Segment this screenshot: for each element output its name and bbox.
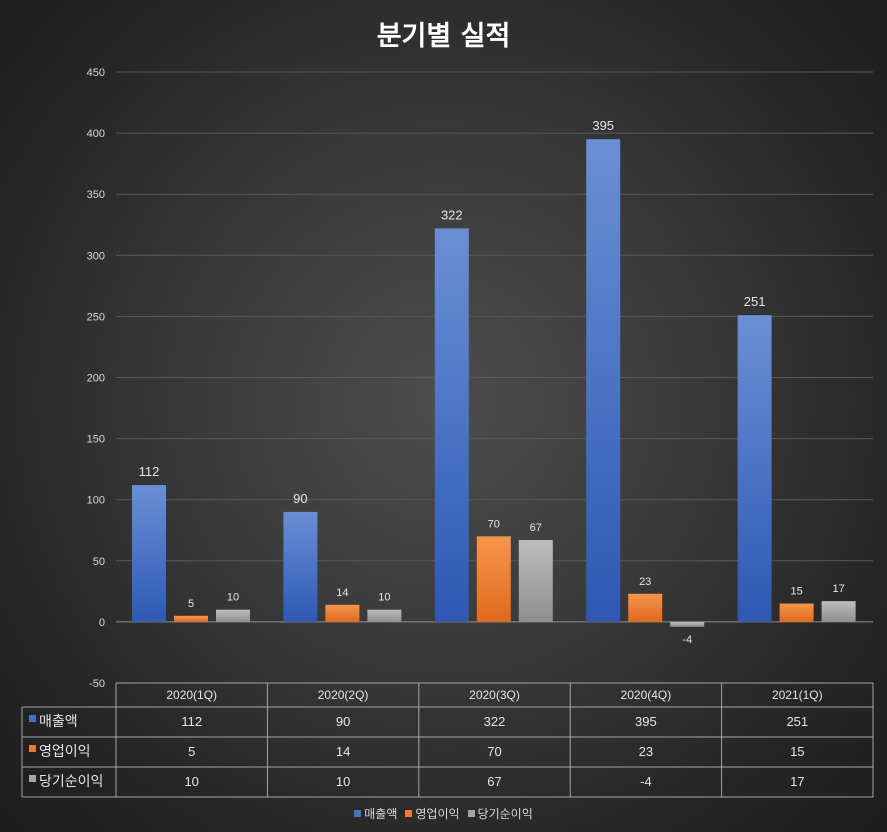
data-label: 90 (293, 491, 307, 506)
x-tick-label: 2020(4Q) (621, 688, 672, 702)
x-tick-label: 2020(1Q) (166, 688, 217, 702)
bar (670, 621, 705, 627)
table-cell: 10 (336, 774, 350, 789)
bar (737, 315, 772, 622)
y-tick-label: 150 (87, 434, 105, 446)
legend-swatch (467, 810, 475, 817)
table-cell: 251 (786, 714, 808, 729)
series-name: 영업이익 (39, 744, 91, 760)
y-tick-label: 0 (99, 617, 105, 629)
legend-label: 영업이익 (415, 807, 460, 821)
table-cell: 23 (639, 744, 653, 759)
bar (821, 601, 856, 622)
bar (434, 228, 469, 622)
legend-label: 당기순이익 (477, 807, 533, 821)
x-tick-label: 2020(3Q) (469, 688, 520, 702)
table-cell: 10 (184, 774, 198, 789)
legend-key (29, 745, 36, 752)
chart-title: 분기별 실적 (376, 21, 511, 52)
bar (476, 536, 511, 622)
data-labels: 112 5 10 90 14 10 322 70 67 395 23 -4 251 15 17 (139, 118, 845, 646)
bar (283, 511, 318, 622)
bar (174, 615, 208, 622)
table-cell: 112 (181, 714, 202, 729)
x-tick-label: 2020(2Q) (318, 688, 369, 702)
data-label: 112 (139, 464, 160, 479)
data-label: 10 (227, 592, 239, 604)
y-tick-label: -50 (89, 678, 105, 690)
series-name: 매출액 (39, 714, 78, 730)
data-label: 251 (744, 294, 766, 309)
table-cell: 67 (487, 774, 501, 789)
table-cell: 17 (790, 774, 804, 789)
y-tick-label: 200 (87, 373, 105, 385)
x-tick-label: 2021(1Q) (772, 688, 823, 702)
y-tick-label: 300 (87, 250, 105, 262)
table-cell: 395 (635, 714, 657, 729)
bar (367, 609, 402, 622)
data-label: 395 (592, 118, 614, 133)
data-label: 322 (441, 207, 463, 222)
legend-label: 매출액 (364, 807, 398, 821)
data-label: 17 (832, 583, 844, 595)
legend-item: 당기순이익 (467, 805, 533, 822)
bar (325, 604, 360, 622)
bar (132, 485, 166, 622)
y-tick-label: 100 (87, 495, 105, 507)
y-tick-label: 250 (87, 311, 105, 323)
data-label: 10 (378, 592, 390, 604)
y-axis-ticks: -50 0 50 100 150 200 250 300 350 400 450 (87, 67, 105, 690)
table-cell: 15 (790, 744, 804, 759)
legend-item: 영업이익 (405, 805, 460, 822)
bar (216, 609, 250, 622)
data-label: 5 (188, 598, 194, 610)
legend-item: 매출액 (354, 805, 397, 822)
data-label: 14 (336, 587, 348, 599)
table-cell: 322 (484, 714, 506, 729)
data-table: 2020(1Q) 2020(2Q) 2020(3Q) 2020(4Q) 2021(1Q)… (21, 682, 874, 798)
y-tick-label: 450 (87, 67, 105, 79)
data-label: 67 (530, 522, 542, 534)
bar (518, 540, 553, 622)
data-label: 70 (488, 518, 500, 530)
y-tick-label: 400 (87, 128, 105, 140)
bar (779, 603, 814, 622)
table-cell: 5 (188, 744, 195, 759)
legend-swatch (405, 810, 413, 817)
series-name: 당기순이익 (39, 774, 103, 790)
table-cell: -4 (640, 774, 652, 789)
y-tick-label: 350 (87, 189, 105, 201)
table-cell: 70 (487, 744, 501, 759)
data-label: -4 (682, 634, 692, 646)
data-label: 15 (790, 586, 802, 598)
bars (132, 139, 856, 627)
legend-key (29, 775, 36, 782)
legend-key (29, 715, 36, 722)
table-cell: 90 (336, 714, 350, 729)
data-label: 23 (639, 576, 651, 588)
bar (586, 139, 621, 622)
y-tick-label: 50 (93, 556, 105, 568)
bar (628, 593, 663, 622)
legend: 매출액 영업이익 당기순이익 (0, 805, 887, 822)
table-cell: 14 (336, 744, 350, 759)
legend-swatch (354, 810, 362, 817)
